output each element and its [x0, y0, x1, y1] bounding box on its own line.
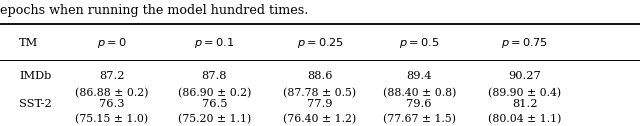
Text: 76.5: 76.5 — [202, 99, 227, 109]
Text: 88.6: 88.6 — [307, 71, 333, 81]
Text: 90.27: 90.27 — [508, 71, 541, 81]
Text: SST-2: SST-2 — [19, 99, 52, 109]
Text: (75.20 ± 1.1): (75.20 ± 1.1) — [178, 114, 251, 124]
Text: 77.9: 77.9 — [307, 99, 333, 109]
Text: TM: TM — [19, 38, 38, 48]
Text: $p = 0.25$: $p = 0.25$ — [296, 36, 344, 50]
Text: (75.15 ± 1.0): (75.15 ± 1.0) — [76, 114, 148, 124]
Text: 87.8: 87.8 — [202, 71, 227, 81]
Text: $p = 0.75$: $p = 0.75$ — [502, 36, 548, 50]
Text: (80.04 ± 1.1): (80.04 ± 1.1) — [488, 114, 561, 124]
Text: 76.3: 76.3 — [99, 99, 125, 109]
Text: (89.90 ± 0.4): (89.90 ± 0.4) — [488, 88, 561, 98]
Text: 79.6: 79.6 — [406, 99, 432, 109]
Text: $p = 0.5$: $p = 0.5$ — [399, 36, 439, 50]
Text: (88.40 ± 0.8): (88.40 ± 0.8) — [383, 88, 456, 98]
Text: (86.90 ± 0.2): (86.90 ± 0.2) — [178, 88, 251, 98]
Text: 87.2: 87.2 — [99, 71, 125, 81]
Text: 81.2: 81.2 — [512, 99, 538, 109]
Text: $p = 0.1$: $p = 0.1$ — [195, 36, 234, 50]
Text: (77.67 ± 1.5): (77.67 ± 1.5) — [383, 114, 456, 124]
Text: (76.40 ± 1.2): (76.40 ± 1.2) — [284, 114, 356, 124]
Text: IMDb: IMDb — [19, 71, 52, 81]
Text: 89.4: 89.4 — [406, 71, 432, 81]
Text: $p = 0$: $p = 0$ — [97, 36, 127, 50]
Text: (86.88 ± 0.2): (86.88 ± 0.2) — [76, 88, 148, 98]
Text: (87.78 ± 0.5): (87.78 ± 0.5) — [284, 88, 356, 98]
Text: epochs when running the model hundred times.: epochs when running the model hundred ti… — [0, 4, 308, 17]
